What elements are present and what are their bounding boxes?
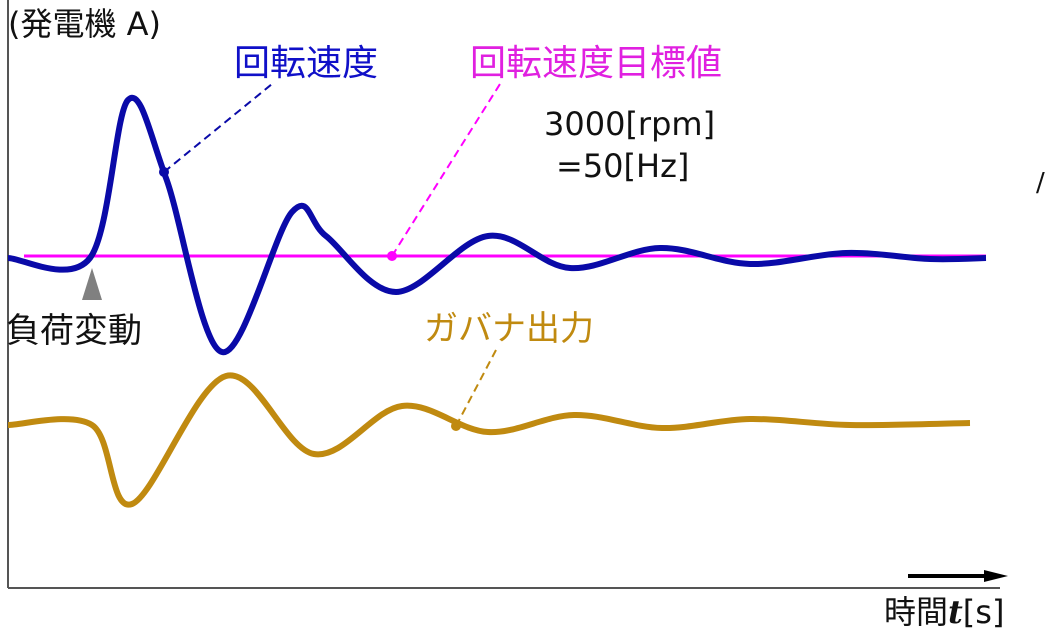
- governor-leader-dot: [451, 421, 461, 431]
- x-axis-unit: [s]: [962, 593, 1005, 631]
- load-change-marker: [82, 268, 102, 300]
- x-axis-label: 時間t[s]: [884, 596, 1004, 628]
- speed-leader-dot: [159, 167, 169, 177]
- diagram-title: (発電機 A): [8, 5, 162, 43]
- x-axis-label-prefix: 時間: [884, 593, 949, 631]
- x-axis-variable: t: [948, 593, 963, 631]
- governor-leader-line: [455, 349, 497, 427]
- speed-leader-line: [163, 83, 273, 173]
- governor-output-label: ガバナ出力: [424, 309, 594, 349]
- target-leader-dot: [387, 251, 397, 261]
- hz-value-label: =50[Hz]: [556, 147, 690, 185]
- governor-output-curve: [7, 372, 971, 508]
- load-change-label: 負荷変動: [6, 311, 142, 351]
- rpm-value-label: 3000[rpm]: [544, 105, 716, 143]
- speed-label: 回転速度: [234, 43, 379, 84]
- speed-curve: [7, 94, 987, 355]
- target-leader-line: [391, 83, 501, 257]
- edge-mark: /: [1036, 168, 1045, 198]
- time-arrow-head: [984, 570, 1008, 582]
- target-speed-label: 回転速度目標値: [470, 43, 723, 84]
